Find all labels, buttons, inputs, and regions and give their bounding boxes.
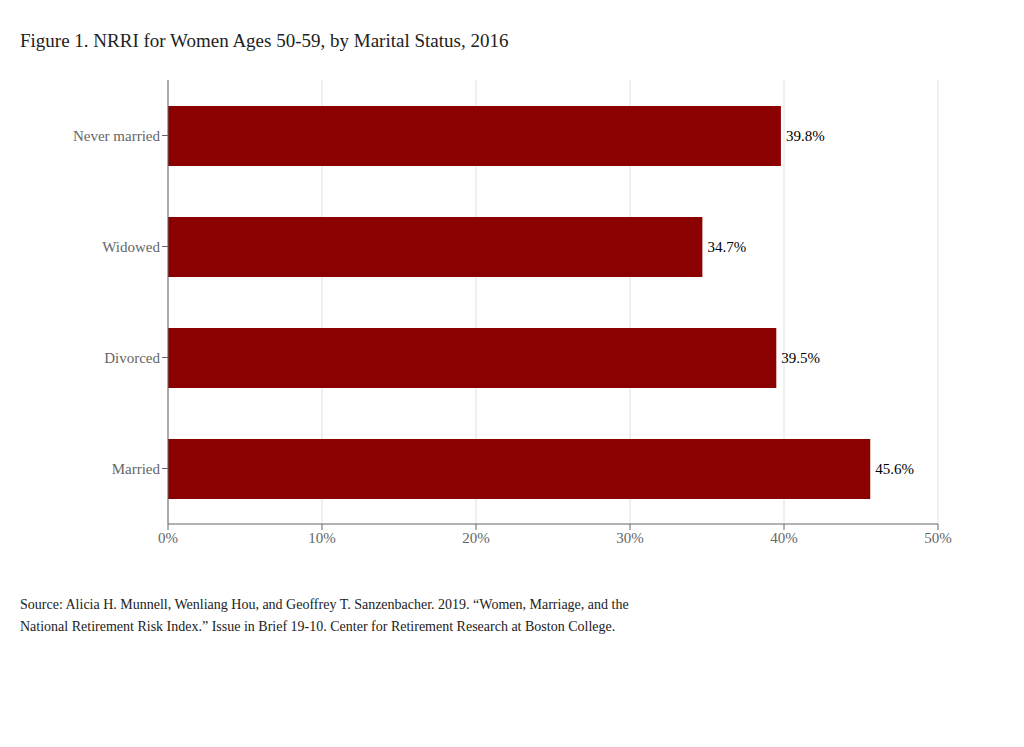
svg-text:Divorced: Divorced [104,350,160,366]
svg-text:10%: 10% [308,530,336,546]
svg-text:39.8%: 39.8% [786,128,825,144]
html-text:National Retirement Risk Index: National Retirement Risk Index.” Issue i… [20,619,616,634]
svg-text:40%: 40% [770,530,798,546]
svg-text:50%: 50% [924,530,952,546]
svg-text:Widowed: Widowed [102,239,160,255]
svg-text:20%: 20% [462,530,490,546]
svg-text:30%: 30% [616,530,644,546]
svg-text:Married: Married [112,461,161,477]
svg-text:34.7%: 34.7% [707,239,746,255]
svg-text:45.6%: 45.6% [875,461,914,477]
svg-text:0%: 0% [158,530,178,546]
html-text:Source: Alicia H. Munnell, Wen: Source: Alicia H. Munnell, Wenliang Hou,… [20,597,629,612]
svg-text:Never married: Never married [73,128,161,144]
svg-text:39.5%: 39.5% [781,350,820,366]
html-text:Figure 1. NRRI for Women Ages: Figure 1. NRRI for Women Ages 50-59, by … [20,30,509,51]
